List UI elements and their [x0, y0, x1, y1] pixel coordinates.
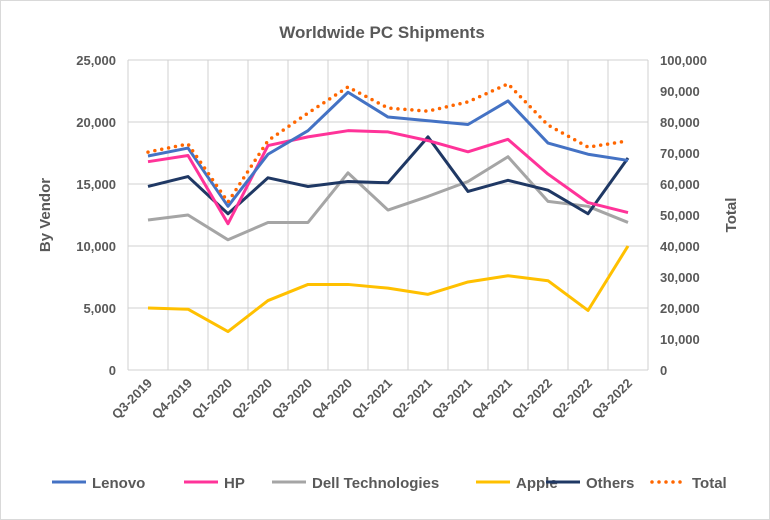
y2-tick-label: 90,000	[660, 84, 700, 99]
y-tick-label: 5,000	[83, 301, 116, 316]
series-line-total	[146, 82, 630, 204]
x-tick-label: Q4-2021	[469, 376, 515, 422]
y2-tick-label: 0	[660, 363, 667, 378]
y2-tick-label: 30,000	[660, 270, 700, 285]
legend-label: Others	[586, 475, 634, 492]
series-line-others	[147, 135, 630, 216]
series-line-dell-technologies	[147, 155, 629, 242]
series-line-lenovo	[147, 90, 629, 208]
y-tick-label: 25,000	[76, 53, 116, 68]
series-line-apple	[147, 245, 630, 334]
x-tick-label: Q2-2021	[389, 376, 435, 422]
x-tick-label: Q1-2020	[189, 376, 235, 422]
y-tick-label: 10,000	[76, 239, 116, 254]
x-tick-label: Q4-2019	[149, 376, 195, 422]
x-tick-label: Q3-2022	[589, 376, 635, 422]
legend-label: HP	[224, 475, 245, 492]
x-tick-label: Q1-2022	[509, 376, 555, 422]
x-tick-label: Q1-2021	[349, 376, 395, 422]
x-tick-label: Q3-2020	[269, 376, 315, 422]
legend-label: Total	[692, 475, 727, 492]
y2-tick-label: 20,000	[660, 301, 700, 316]
y2-tick-label: 100,000	[660, 53, 707, 68]
legend-label: Dell Technologies	[312, 475, 439, 492]
y2-tick-label: 10,000	[660, 332, 700, 347]
y2-tick-label: 50,000	[660, 208, 700, 223]
y2-tick-label: 60,000	[660, 177, 700, 192]
x-tick-label: Q2-2020	[229, 376, 275, 422]
y-tick-label: 15,000	[76, 177, 116, 192]
y2-tick-label: 70,000	[660, 146, 700, 161]
x-tick-label: Q3-2021	[429, 376, 475, 422]
x-tick-label: Q2-2022	[549, 376, 595, 422]
legend-label: Apple	[516, 475, 558, 492]
y2-axis-label: Total	[723, 198, 740, 233]
x-tick-label: Q3-2019	[109, 376, 155, 422]
legend-label: Lenovo	[92, 475, 145, 492]
y-tick-label: 0	[109, 363, 116, 378]
x-tick-label: Q4-2020	[309, 376, 355, 422]
y2-tick-label: 40,000	[660, 239, 700, 254]
y-axis-label: By Vendor	[37, 178, 54, 252]
chart-title: Worldwide PC Shipments	[279, 23, 485, 42]
y2-tick-label: 80,000	[660, 115, 700, 130]
series-line-hp	[147, 129, 629, 226]
y-tick-label: 20,000	[76, 115, 116, 130]
